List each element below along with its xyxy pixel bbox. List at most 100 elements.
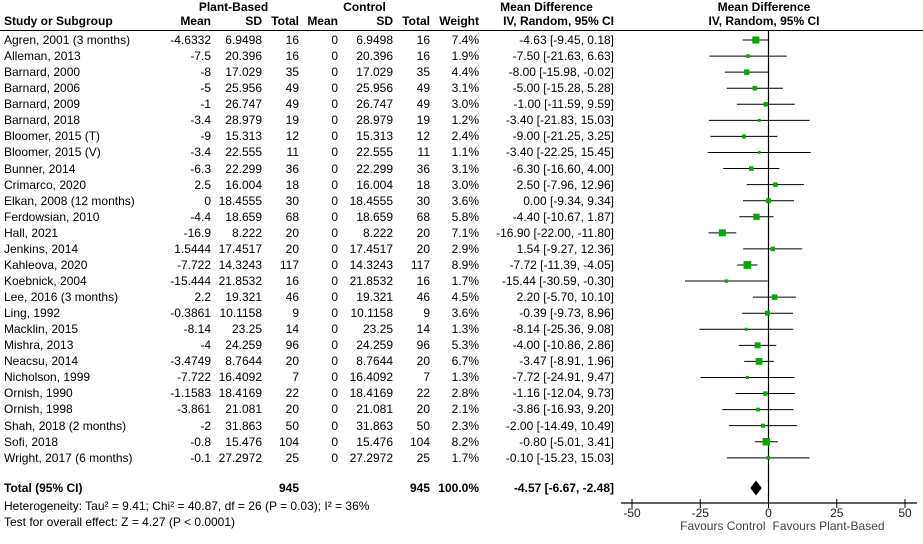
mean-difference-cell: -4.00 [-10.86, 2.86] bbox=[512, 338, 614, 353]
pb-sd-cell: 21.8532 bbox=[218, 273, 262, 288]
control-sd-cell: 18.4169 bbox=[349, 386, 393, 401]
control-sd-cell: 14.3243 bbox=[349, 257, 393, 272]
pb-mean-cell: -0.3861 bbox=[170, 306, 211, 321]
effect-marker bbox=[763, 102, 769, 107]
table-row: Mishra, 2013 -4 24.259 96 0 24.259 96 5.3% -4.00… bbox=[0, 337, 614, 353]
pb-mean-cell: 2.5 bbox=[194, 177, 211, 192]
pb-total-cell: 20 bbox=[285, 354, 299, 369]
study-column-header: Study or Subgroup bbox=[4, 14, 113, 28]
axis-tick-label: -25 bbox=[692, 506, 710, 520]
pb-mean-cell: -1 bbox=[200, 97, 211, 112]
effect-marker bbox=[766, 198, 771, 204]
pb-total-column-header: Total bbox=[271, 14, 299, 28]
control-total-cell: 35 bbox=[416, 65, 430, 80]
overall-effect-note: Test for overall effect: Z = 4.27 (P < 0… bbox=[4, 515, 236, 529]
pb-total-cell: 20 bbox=[285, 225, 299, 240]
mean-difference-cell: -1.00 [-11.59, 9.59] bbox=[513, 97, 614, 112]
pb-mean-cell: -7.5 bbox=[190, 49, 211, 64]
control-sd-column-header: SD bbox=[376, 14, 393, 28]
pb-total-cell: 16 bbox=[285, 49, 299, 64]
control-mean-cell: 0 bbox=[331, 290, 338, 304]
favours-right-label: Favours Plant-Based bbox=[773, 519, 885, 533]
control-sd-cell: 24.259 bbox=[356, 338, 393, 353]
mean-difference-cell: -3.40 [-21.83, 15.03] bbox=[505, 113, 614, 128]
axis-tick-label: 50 bbox=[898, 506, 912, 520]
effect-marker bbox=[757, 118, 761, 122]
study-name-cell: Nicholson, 1999 bbox=[4, 370, 91, 385]
control-sd-cell: 17.4517 bbox=[349, 241, 393, 256]
table-row: Ornish, 1998 -3.861 21.081 20 0 21.081 20 2.1% -… bbox=[0, 401, 614, 417]
control-sd-cell: 27.2972 bbox=[349, 450, 393, 465]
mean-difference-cell: -0.80 [-5.01, 3.41] bbox=[519, 434, 614, 449]
table-row: Barnard, 2006 -5 25.956 49 0 25.956 49 3.1% -5.0… bbox=[0, 80, 614, 96]
pb-sd-cell: 22.299 bbox=[225, 161, 262, 176]
weight-column-header: Weight bbox=[439, 14, 479, 28]
table-row: Bunner, 2014 -6.3 22.299 36 0 22.299 36 3.1% -6.… bbox=[0, 161, 614, 177]
pb-sd-cell: 15.313 bbox=[225, 129, 262, 144]
study-name-cell: Lee, 2016 (3 months) bbox=[4, 290, 119, 304]
weight-cell: 1.1% bbox=[451, 145, 479, 160]
study-name-cell: Barnard, 2009 bbox=[4, 97, 81, 112]
pb-mean-cell: -4 bbox=[200, 338, 211, 353]
study-name-cell: Sofi, 2018 bbox=[4, 434, 59, 449]
table-row: Nicholson, 1999 -7.722 16.4092 7 0 16.4092 7 1.… bbox=[0, 369, 614, 385]
effect-marker bbox=[761, 423, 766, 428]
pb-sd-cell: 20.396 bbox=[225, 49, 262, 64]
control-sd-cell: 25.956 bbox=[356, 81, 393, 96]
pb-mean-cell: -3.861 bbox=[176, 402, 211, 417]
pb-sd-cell: 6.9498 bbox=[225, 33, 262, 47]
weight-cell: 2.3% bbox=[451, 418, 479, 433]
total-control-n-cell: 945 bbox=[409, 481, 430, 495]
control-sd-cell: 6.9498 bbox=[356, 33, 393, 47]
table-row: Elkan, 2008 (12 months) 0 18.4555 30 0 18.455… bbox=[0, 193, 614, 209]
pb-total-cell: 22 bbox=[285, 386, 299, 401]
study-name-cell: Macklin, 2015 bbox=[4, 322, 79, 337]
control-mean-cell: 0 bbox=[331, 49, 338, 64]
weight-cell: 1.7% bbox=[451, 450, 479, 465]
mean-difference-column-header: Mean Difference bbox=[500, 0, 593, 14]
study-name-cell: Ling, 1992 bbox=[4, 306, 61, 321]
effect-marker bbox=[755, 358, 763, 365]
total-pb-n-cell: 945 bbox=[278, 481, 299, 495]
control-total-cell: 117 bbox=[410, 257, 430, 272]
control-sd-cell: 23.25 bbox=[362, 322, 393, 337]
pb-mean-cell: -7.722 bbox=[176, 257, 211, 272]
pb-total-cell: 12 bbox=[285, 129, 299, 144]
control-mean-cell: 0 bbox=[331, 33, 338, 47]
effect-marker bbox=[764, 310, 770, 316]
pb-sd-cell: 31.863 bbox=[225, 418, 262, 433]
pb-mean-cell: 1.5444 bbox=[174, 241, 211, 256]
table-row: Macklin, 2015 -8.14 23.25 14 0 23.25 14 1.3% -8.… bbox=[0, 321, 614, 337]
mean-difference-cell: -15.44 [-30.59, -0.30] bbox=[501, 273, 614, 288]
pb-mean-cell: 2.2 bbox=[194, 290, 211, 304]
mean-difference-cell: -3.86 [-16.93, 9.20] bbox=[512, 402, 614, 417]
pb-mean-cell: -8 bbox=[200, 65, 211, 80]
weight-cell: 3.1% bbox=[451, 161, 479, 176]
table-row: Alleman, 2013 -7.5 20.396 16 0 20.396 16 1.9% -7… bbox=[0, 48, 614, 64]
pb-mean-cell: -2 bbox=[200, 418, 211, 433]
table-row: Neacsu, 2014 -3.4749 8.7644 20 0 8.7644 20 6.7%… bbox=[0, 353, 614, 369]
control-total-cell: 49 bbox=[416, 97, 430, 112]
table-row: Sofi, 2018 -0.8 15.476 104 0 15.476 104 8.2% -0.… bbox=[0, 434, 614, 450]
effect-marker bbox=[766, 456, 770, 460]
pb-total-cell: 104 bbox=[278, 434, 299, 449]
pb-sd-cell: 25.956 bbox=[225, 81, 262, 96]
control-mean-cell: 0 bbox=[331, 354, 338, 369]
pb-mean-column-header: Mean bbox=[180, 14, 211, 28]
control-sd-cell: 28.979 bbox=[356, 113, 393, 128]
weight-cell: 1.7% bbox=[451, 273, 479, 288]
control-total-cell: 16 bbox=[416, 273, 430, 288]
header-divider bbox=[0, 30, 923, 31]
effect-marker bbox=[757, 151, 761, 154]
weight-cell: 2.4% bbox=[451, 129, 479, 144]
control-total-cell: 46 bbox=[416, 290, 430, 304]
pb-mean-cell: -4.6332 bbox=[170, 33, 211, 47]
control-total-cell: 36 bbox=[416, 161, 430, 176]
control-mean-cell: 0 bbox=[331, 386, 338, 401]
pb-mean-cell: -7.722 bbox=[176, 370, 211, 385]
mean-difference-cell: -5.00 [-15.28, 5.28] bbox=[512, 81, 614, 96]
pb-total-cell: 49 bbox=[285, 97, 299, 112]
study-name-cell: Elkan, 2008 (12 months) bbox=[4, 193, 135, 208]
pb-total-cell: 11 bbox=[286, 145, 299, 160]
